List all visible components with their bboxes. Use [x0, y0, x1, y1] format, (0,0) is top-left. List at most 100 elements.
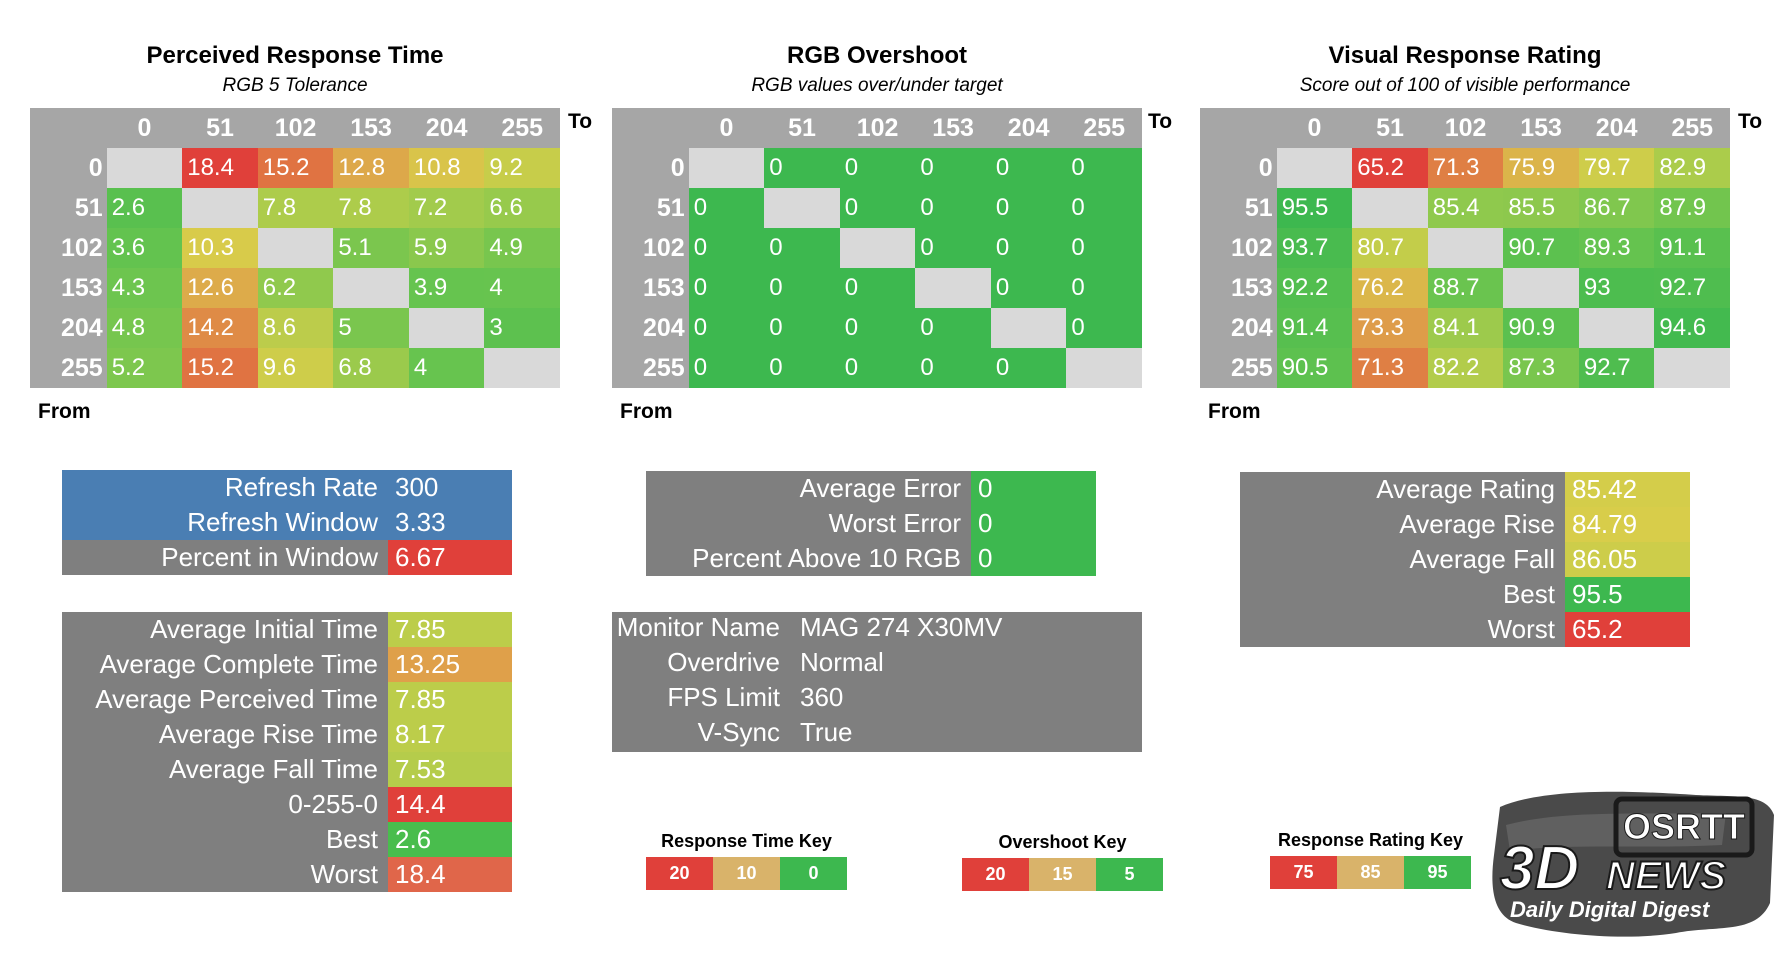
heatmap-cell: 91.1: [1654, 228, 1730, 268]
heatmap-cell: 5.1: [333, 228, 409, 268]
heatmap-cell: 0: [764, 308, 840, 348]
monitor-info-panel: Monitor Name MAG 274 X30MV Overdrive Normal…: [612, 612, 1142, 752]
table-row: 153 92.2 76.2 88.7 93 92.7: [1200, 268, 1730, 308]
heatmap-cell: 0: [764, 148, 840, 188]
heatmap-cell: 6.8: [333, 348, 409, 388]
monitor-value: 360: [800, 682, 844, 712]
heatmap-cell: 0: [1066, 148, 1142, 188]
stat-label: Average Rise: [1240, 507, 1565, 542]
stat-row: Average Complete Time 13.25: [62, 647, 512, 682]
diagonal-cell: [257, 228, 334, 268]
diagonal-cell: [333, 268, 409, 308]
heatmap-cell: 0: [688, 188, 765, 228]
heatmap-cell: 7.8: [333, 188, 409, 228]
heatmap-cell: 9.6: [257, 348, 334, 388]
stat-row: Refresh Window 3.33: [62, 505, 512, 540]
diagonal-cell: [1578, 308, 1655, 348]
rating-stats-table: Average Rating 85.42 Average Rise 84.79 Aver…: [1240, 472, 1690, 647]
column-header: 153: [915, 108, 991, 148]
stat-row: Average Fall Time 7.53: [62, 752, 512, 787]
heatmap-cell: 0: [915, 308, 991, 348]
table-row: 51 2.6 7.8 7.8 7.2 6.6: [30, 188, 560, 228]
row-header: 204: [1200, 308, 1277, 348]
heatmap-cell: 80.7: [1352, 228, 1428, 268]
heatmap-cell: 93: [1578, 268, 1655, 308]
stat-value: 8.17: [388, 717, 512, 752]
column-header: 153: [333, 108, 409, 148]
column-header: 51: [182, 108, 258, 148]
heatmap-cell: 4: [484, 268, 560, 308]
row-header: 255: [30, 348, 107, 388]
heatmap-cell: 79.7: [1578, 148, 1655, 188]
heatmap-cell: 9.2: [484, 148, 560, 188]
heatmap-cell: 92.2: [1276, 268, 1353, 308]
overshoot-stats-table: Average Error 0 Worst Error 0 Percent Above …: [646, 471, 1096, 576]
heatmap-cell: 0: [688, 228, 765, 268]
heatmap-cell: 85.5: [1503, 188, 1579, 228]
heatmap-cell: 7.8: [257, 188, 334, 228]
axis-to-label: To: [1148, 110, 1173, 133]
monitor-row: FPS Limit 360: [612, 682, 1142, 717]
response-rating-key: Response Rating Key 75 85 95: [1270, 830, 1471, 889]
heatmap-cell: 6.2: [257, 268, 334, 308]
heatmap-cell: 75.9: [1503, 148, 1579, 188]
axis-to-label: To: [568, 110, 593, 133]
stat-row: Average Rise Time 8.17: [62, 717, 512, 752]
column-header: 255: [1066, 108, 1142, 148]
stat-value: 3.33: [388, 505, 512, 540]
stat-label: Average Fall Time: [62, 752, 388, 787]
stat-value: 7.85: [388, 612, 512, 647]
column-header: 102: [839, 108, 916, 148]
heatmap-cell: 82.2: [1427, 348, 1504, 388]
stat-value: 300: [388, 470, 512, 505]
stat-value: 18.4: [388, 857, 512, 892]
stat-value: 6.67: [388, 540, 512, 575]
stat-label: Average Rating: [1240, 472, 1565, 507]
chart-subtitle: RGB 5 Tolerance: [222, 75, 368, 96]
stat-label: Worst: [1240, 612, 1565, 647]
column-header: 51: [764, 108, 840, 148]
stat-label: 0-255-0: [62, 787, 388, 822]
stat-label: Worst Error: [646, 506, 971, 541]
stat-row: Average Rise 84.79: [1240, 507, 1690, 542]
heatmap-cell: 15.2: [257, 148, 334, 188]
3dnews-logo-icon: OSRTT 3D NEWS Daily Digital Digest: [1492, 791, 1774, 937]
stat-value: 0: [971, 471, 1096, 506]
axis-from-label: From: [1208, 400, 1261, 423]
heatmap-cell: 92.7: [1578, 348, 1655, 388]
rating-heatmap: 0 51 102 153 204 255 0 65.2 71.3 75.9 79.7 82.9 51 95…: [1200, 108, 1730, 388]
stat-label: Average Error: [646, 471, 971, 506]
key-title: Response Time Key: [661, 831, 832, 851]
monitor-value: True: [800, 717, 853, 747]
key-swatches: 20 15 5: [962, 858, 1163, 891]
row-header: 102: [1200, 228, 1277, 268]
heatmap-cell: 5: [333, 308, 409, 348]
row-header: 0: [1200, 148, 1277, 188]
column-header: 0: [106, 108, 183, 148]
key-swatch: 75: [1270, 856, 1337, 889]
heatmap-cell: 89.3: [1578, 228, 1655, 268]
key-swatches: 75 85 95: [1270, 856, 1471, 889]
heatmap-cell: 15.2: [182, 348, 258, 388]
heatmap-cell: 0: [990, 148, 1067, 188]
heatmap-cell: 76.2: [1352, 268, 1428, 308]
stat-value: 7.85: [388, 682, 512, 717]
table-row: 204 4.8 14.2 8.6 5 3: [30, 308, 560, 348]
stat-row: Average Error 0: [646, 471, 1096, 506]
refresh-stats-table: Refresh Rate 300 Refresh Window 3.33 Percent…: [62, 470, 512, 575]
key-swatches: 20 10 0: [646, 857, 847, 890]
stat-row: Percent in Window 6.67: [62, 540, 512, 575]
monitor-label: FPS Limit: [667, 682, 780, 712]
table-row: 204 91.4 73.3 84.1 90.9 94.6: [1200, 308, 1730, 348]
diagonal-cell: [182, 188, 258, 228]
heatmap-cell: 12.8: [333, 148, 409, 188]
chart-subtitle: Score out of 100 of visible performance: [1299, 75, 1631, 96]
diagonal-cell: [1352, 188, 1428, 228]
axis-from-label: From: [620, 400, 673, 423]
heatmap-cell: 0: [688, 348, 765, 388]
key-swatch: 15: [1029, 858, 1096, 891]
heatmap-cell: 0: [688, 268, 765, 308]
monitor-row: Monitor Name MAG 274 X30MV: [612, 612, 1142, 647]
column-header: 0: [1276, 108, 1353, 148]
table-row: 153 4.3 12.6 6.2 3.9 4: [30, 268, 560, 308]
